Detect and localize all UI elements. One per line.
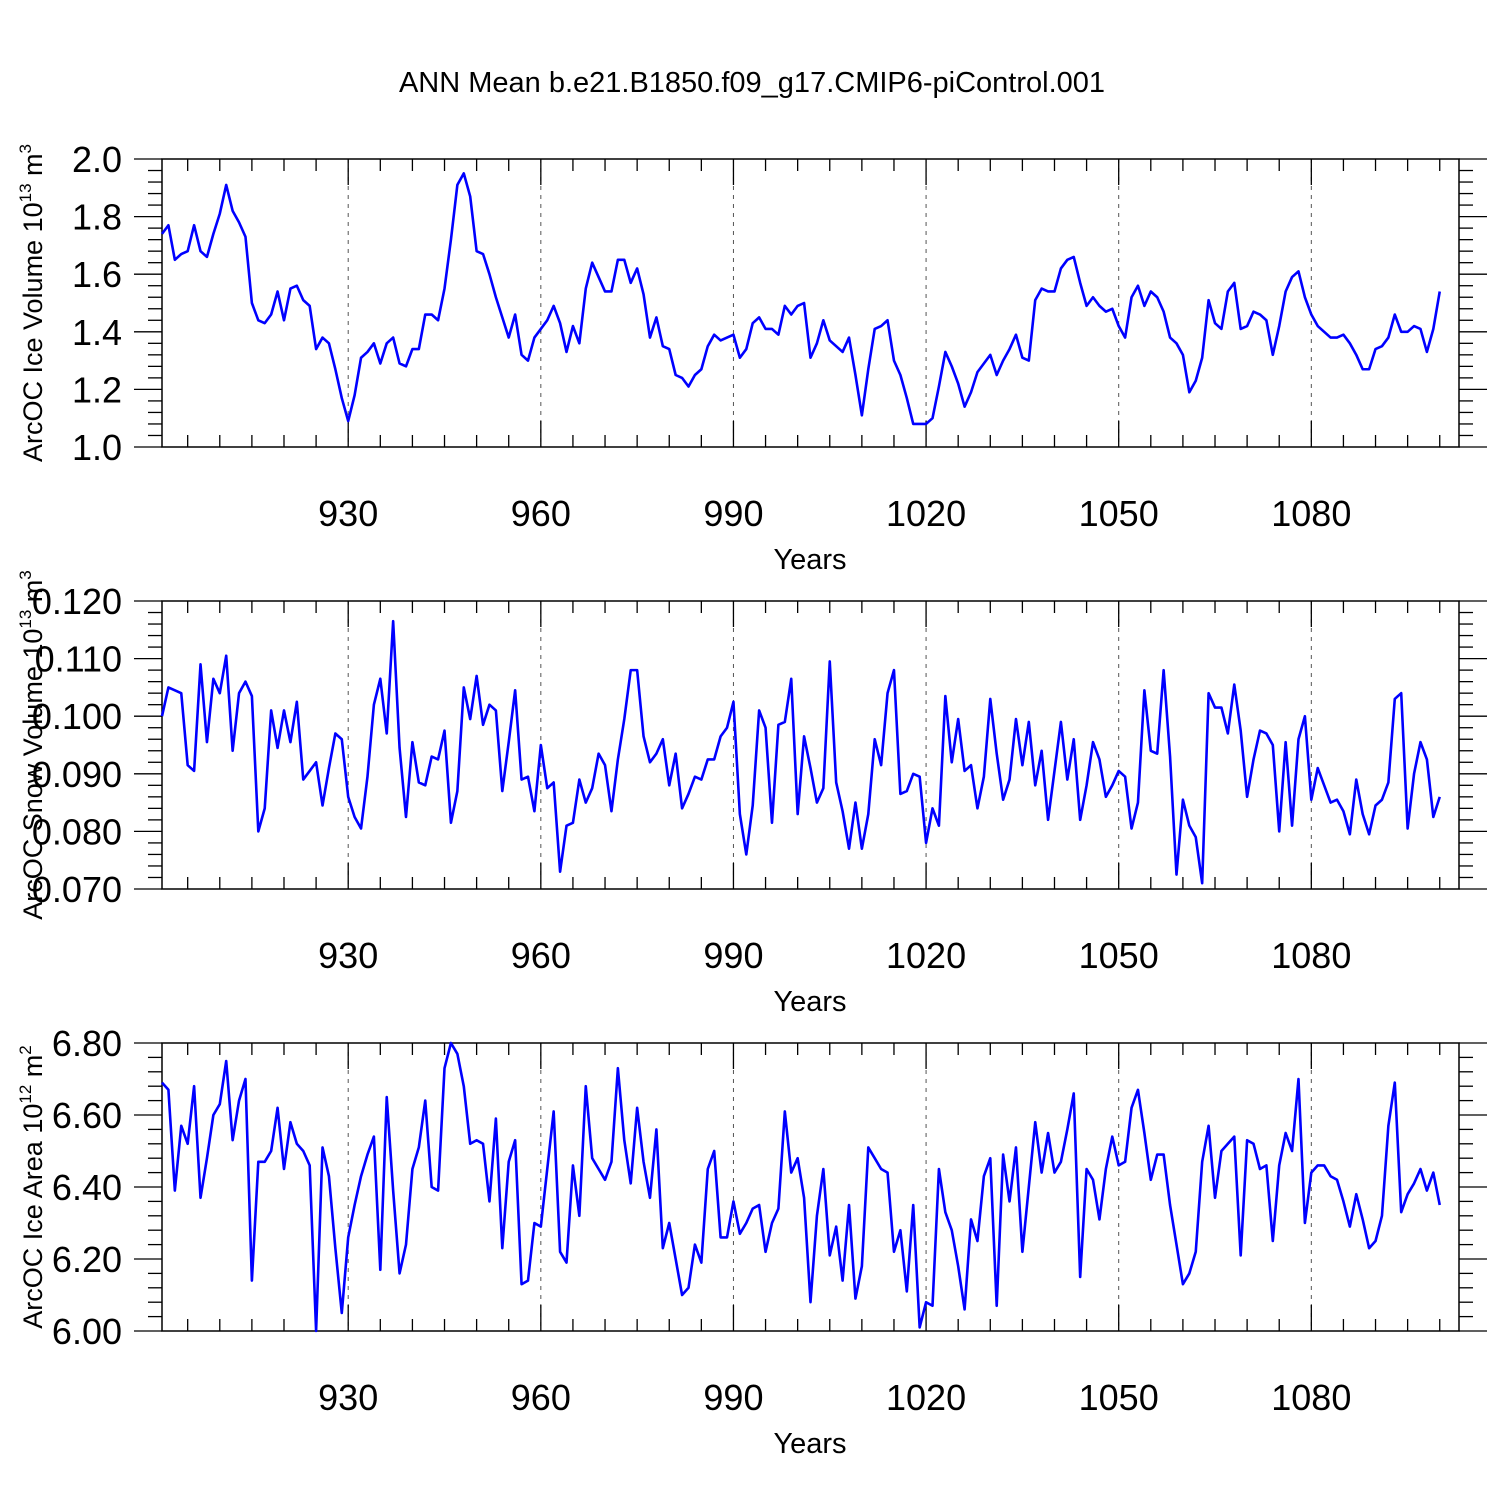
y-tick-label: 1.4: [72, 312, 122, 353]
y-tick-label: 0.100: [32, 696, 122, 737]
x-tick-label: 990: [703, 935, 763, 976]
panel-snow-volume: 930 960 990 1020 1050 1080 0.070 0.080 0.090 0.10…: [16, 570, 1487, 1018]
plot-frame: [161, 600, 1460, 890]
y-tick-label: 6.60: [52, 1095, 122, 1136]
x-tick-label: 960: [511, 935, 571, 976]
panel-ice-area: 930 960 990 1020 1050 1080 6.00 6.20 6.40 6.60 6.8…: [16, 1023, 1487, 1460]
plot-frame: [161, 158, 1460, 448]
x-tick-label: 1050: [1079, 935, 1159, 976]
x-tick-label: 1020: [886, 1377, 966, 1418]
x-axis-label: Years: [773, 986, 846, 1018]
y-tick-label: 0.110: [35, 639, 122, 680]
x-tick-label: 1080: [1271, 1377, 1351, 1418]
panel-ice-volume: 930 960 990 1020 1050 1080 1.0 1.2 1.4 1.6 1.8 2.0 Y…: [16, 139, 1487, 576]
x-axis-label: Years: [773, 1428, 846, 1460]
series-line-ice-area: [161, 1041, 1442, 1333]
x-tick-label: 1020: [886, 493, 966, 534]
y-tick-label: 6.00: [52, 1311, 122, 1352]
x-tick-label: 930: [318, 1377, 378, 1418]
y-axis-label: ArcOC Snow Volume 1013 m3: [16, 570, 48, 920]
x-tick-label: 1050: [1079, 1377, 1159, 1418]
series-line-ice-volume: [160, 172, 1442, 426]
x-tick-label: 960: [511, 1377, 571, 1418]
y-tick-label: 1.0: [72, 427, 122, 468]
y-tick-label: 1.8: [72, 197, 122, 238]
x-tick-label: 1080: [1271, 493, 1351, 534]
y-axis-label: ArcOC Ice Volume 1013 m3: [16, 144, 48, 462]
y-tick-label: 6.40: [52, 1167, 122, 1208]
x-tick-label: 1050: [1079, 493, 1159, 534]
series-line-snow-volume: [160, 619, 1441, 885]
y-tick-label: 6.20: [52, 1239, 122, 1280]
x-tick-label: 990: [703, 493, 763, 534]
y-tick-label: 1.6: [72, 254, 122, 295]
x-tick-label: 960: [511, 493, 571, 534]
y-tick-label: 0.070: [32, 869, 122, 910]
y-tick-label: 0.090: [32, 754, 122, 795]
y-tick-label: 0.120: [32, 581, 122, 622]
x-tick-label: 990: [703, 1377, 763, 1418]
x-axis-label: Years: [773, 544, 846, 576]
x-tick-label: 930: [318, 493, 378, 534]
x-tick-label: 1020: [886, 935, 966, 976]
y-tick-label: 0.080: [32, 811, 122, 852]
y-tick-label: 6.80: [52, 1023, 122, 1064]
chart-title: ANN Mean b.e21.B1850.f09_g17.CMIP6-piCon…: [399, 67, 1105, 99]
x-tick-label: 930: [318, 935, 378, 976]
y-tick-label: 2.0: [72, 139, 122, 180]
y-axis-label: ArcOC Ice Area 1012 m2: [16, 1045, 48, 1329]
x-tick-label: 1080: [1271, 935, 1351, 976]
y-tick-label: 1.2: [72, 369, 122, 410]
